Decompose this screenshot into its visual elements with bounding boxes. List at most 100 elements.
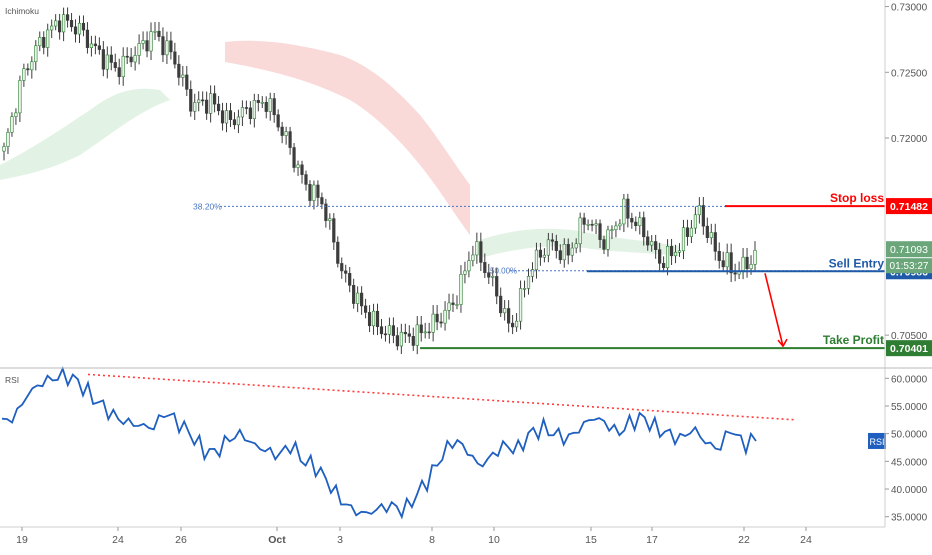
candle-body xyxy=(459,274,463,305)
candle-body xyxy=(6,132,10,147)
projection-arrow-head xyxy=(777,338,788,348)
candle-body xyxy=(205,99,209,114)
stop-loss-price-tag-bg xyxy=(886,198,932,215)
candle-body xyxy=(522,288,527,290)
candle-body xyxy=(85,29,90,48)
candle-body xyxy=(745,256,749,270)
candle-body xyxy=(574,243,578,249)
candle-body xyxy=(526,276,531,289)
candle-body xyxy=(10,116,14,133)
candle-body xyxy=(534,249,539,270)
candle-body xyxy=(240,107,245,118)
candle-body xyxy=(646,236,650,246)
candle-body xyxy=(336,241,340,264)
price-tick-label: 0.72500 xyxy=(891,68,928,79)
price-tick-label: 0.72000 xyxy=(891,134,928,145)
candle-body xyxy=(479,241,483,263)
rsi-badge: RSI xyxy=(869,437,884,447)
candle-body xyxy=(272,98,276,116)
candle-body xyxy=(244,107,248,109)
candlesticks xyxy=(2,7,757,355)
candle-body xyxy=(340,263,344,272)
candle-body xyxy=(554,240,558,251)
price-tick-label: 0.70500 xyxy=(891,331,928,342)
candle-body xyxy=(18,80,22,114)
candle-body xyxy=(169,40,173,53)
candle-body xyxy=(181,74,185,78)
candle-body xyxy=(324,203,328,221)
candle-body xyxy=(69,20,74,28)
candle-body xyxy=(296,164,300,168)
candle-body xyxy=(669,246,674,257)
candle-body xyxy=(367,312,372,327)
candle-body xyxy=(665,246,670,269)
candle-body xyxy=(415,324,419,346)
candle-body xyxy=(352,285,356,304)
candle-body xyxy=(439,321,443,324)
fib-50-label: 50.00% xyxy=(490,267,517,276)
candle-body xyxy=(264,101,268,112)
rsi-tick-label: 50.0000 xyxy=(891,430,928,441)
candle-body xyxy=(50,25,54,31)
candle-body xyxy=(753,250,757,265)
candle-body xyxy=(391,325,396,336)
candle-body xyxy=(185,74,189,90)
rsi-tick-label: 35.0000 xyxy=(891,513,928,524)
candle-body xyxy=(161,36,165,56)
candle-body xyxy=(542,254,547,258)
candle-body xyxy=(97,45,101,50)
candle-body xyxy=(606,229,610,250)
candle-body xyxy=(14,112,18,117)
candle-body xyxy=(717,250,721,261)
candle-body xyxy=(65,14,70,21)
candle-body xyxy=(73,26,78,35)
candle-body xyxy=(197,99,201,103)
last-price-tag: 0.71093 xyxy=(890,244,928,256)
candle-body xyxy=(332,218,336,243)
candle-body xyxy=(216,103,221,112)
candle-body xyxy=(292,147,296,168)
candle-body xyxy=(129,56,133,63)
candle-body xyxy=(34,45,38,63)
last-price-tag-bg xyxy=(886,241,932,258)
candle-body xyxy=(248,107,252,119)
projection-arrow xyxy=(764,273,784,347)
candle-body xyxy=(530,269,535,277)
candle-body xyxy=(316,184,320,198)
rsi-tick-label: 55.0000 xyxy=(891,402,928,413)
candle-body xyxy=(550,239,554,242)
candle-body xyxy=(201,99,205,102)
candle-body xyxy=(320,197,324,205)
candle-body xyxy=(709,232,713,238)
candle-body xyxy=(220,110,225,124)
cloud-bullish-region xyxy=(0,88,170,180)
candle-body xyxy=(300,164,304,175)
candle-body xyxy=(399,331,403,347)
candle-body xyxy=(375,310,380,328)
candle-body xyxy=(193,102,197,112)
candle-body xyxy=(697,205,701,216)
time-tick-label: 19 xyxy=(16,534,28,546)
candle-body xyxy=(30,61,34,71)
candle-body xyxy=(483,262,487,274)
candle-body xyxy=(618,223,622,227)
candle-body xyxy=(308,184,312,201)
candle-body xyxy=(447,302,451,311)
candle-body xyxy=(284,131,288,136)
candle-body xyxy=(570,247,574,256)
time-tick-label: 15 xyxy=(585,534,597,546)
candle-body xyxy=(431,313,435,333)
candle-body xyxy=(662,263,666,269)
candle-body xyxy=(725,252,729,268)
take-profit-price-tag-bg xyxy=(886,340,932,357)
candle-body xyxy=(137,43,141,56)
candle-body xyxy=(101,49,105,70)
candle-body xyxy=(280,126,284,136)
time-tick-label: 22 xyxy=(738,534,750,546)
candle-body xyxy=(113,62,117,68)
time-tick-label: 10 xyxy=(488,534,500,546)
candle-body xyxy=(117,67,121,78)
candle-body xyxy=(363,305,368,313)
